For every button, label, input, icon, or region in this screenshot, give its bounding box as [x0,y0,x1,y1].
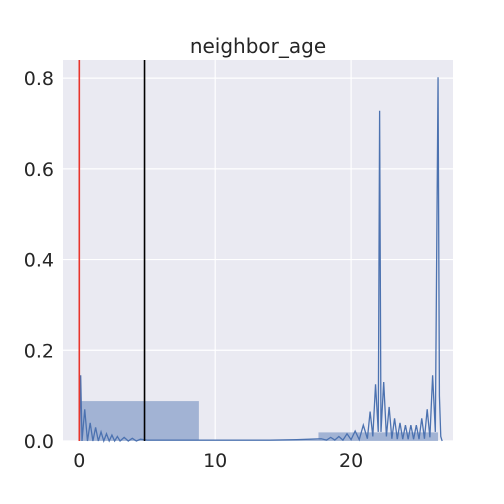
y-tick-label: 0.8 [24,68,54,90]
plot-area [63,60,453,441]
x-tick-label: 20 [339,450,363,472]
x-tick-label: 0 [73,450,85,472]
y-tick-label: 0.2 [24,340,54,362]
y-tick-label: 0.0 [24,431,54,453]
x-axis-ticks: 0 10 20 [73,450,363,472]
y-tick-label: 0.4 [24,250,54,272]
chart-title: neighbor_age [190,34,326,58]
y-tick-label: 0.6 [24,159,54,181]
x-tick-label: 10 [203,450,227,472]
y-axis-ticks: 0.0 0.2 0.4 0.6 0.8 [24,68,54,453]
